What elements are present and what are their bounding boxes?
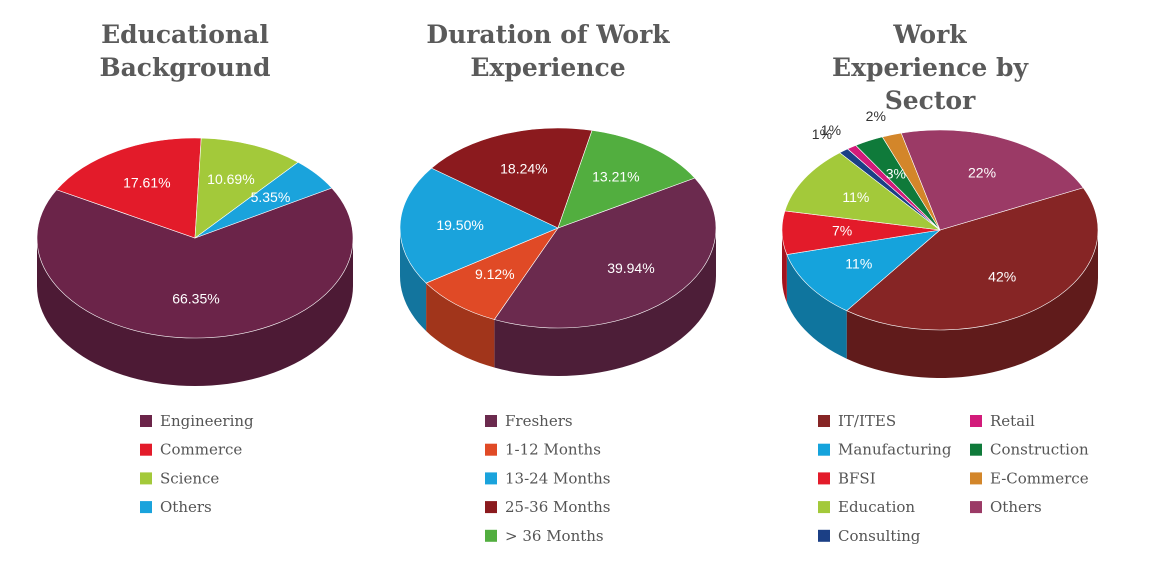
slice-side: [782, 230, 787, 303]
legend-swatch: [140, 443, 152, 456]
slice-side: [426, 283, 495, 368]
legend-label: Consulting: [838, 527, 921, 545]
legend-label: E-Commerce: [990, 469, 1089, 487]
chart-title: Educational Background: [99, 20, 271, 82]
slice: [786, 229, 941, 312]
slice-side: [494, 228, 716, 376]
slice-label: 18.24%: [500, 161, 547, 177]
legend-swatch: [970, 443, 982, 456]
slice-side: [37, 238, 353, 386]
slice: [784, 152, 942, 231]
slice-label: 19.50%: [436, 217, 483, 233]
legend-swatch: [485, 501, 497, 514]
legend-swatch: [818, 443, 830, 456]
slice-side: [786, 254, 847, 359]
legend-swatch: [818, 415, 830, 427]
legend-label: Others: [160, 498, 212, 516]
slice-label: 5.35%: [251, 189, 291, 205]
legend-label: Others: [990, 498, 1042, 516]
legend-swatch: [140, 415, 152, 427]
legend-swatch: [485, 472, 497, 485]
legend-swatch: [140, 472, 152, 485]
slice-label: 42%: [988, 269, 1016, 285]
legend-swatch: [818, 501, 830, 514]
slice-label: 9.12%: [475, 266, 515, 282]
slice-label: 39.94%: [607, 260, 654, 276]
legend-swatch: [970, 501, 982, 514]
slice: [399, 167, 559, 284]
legend-swatch: [970, 415, 982, 427]
legend-label: BFSI: [838, 469, 876, 487]
slice-label: 17.61%: [123, 175, 170, 191]
legend-label: Manufacturing: [838, 441, 952, 459]
slice-label: 11%: [845, 255, 872, 271]
slice-label: 22%: [968, 165, 996, 181]
legend-label: Science: [160, 469, 219, 487]
legend-swatch: [970, 472, 982, 485]
legend-swatch: [485, 415, 497, 427]
slice-label: 66.35%: [172, 291, 219, 307]
legend-label: Freshers: [505, 412, 573, 430]
slice-label: 1%: [812, 126, 832, 142]
legend-label: Retail: [990, 412, 1035, 430]
slice: [900, 129, 1084, 231]
slice-label: 10.69%: [207, 171, 254, 187]
slice-label: 2%: [866, 108, 886, 124]
legend-label: 13-24 Months: [505, 469, 610, 487]
slice-side: [846, 230, 1098, 378]
slice: [194, 137, 299, 239]
slice: [56, 137, 202, 239]
slice: [430, 127, 593, 229]
slice: [846, 187, 1099, 331]
legend-label: Commerce: [160, 441, 242, 459]
legend-label: IT/ITES: [838, 412, 896, 430]
legend-label: Engineering: [160, 412, 254, 430]
legend-label: 25-36 Months: [505, 498, 610, 516]
slice-label: 1%: [821, 122, 841, 138]
slice: [493, 177, 717, 329]
legend-swatch: [818, 472, 830, 485]
legend-swatch: [818, 529, 830, 542]
slice: [425, 227, 559, 320]
slice-side: [400, 228, 427, 332]
legend-label: > 36 Months: [505, 527, 604, 545]
legend-label: Construction: [990, 441, 1089, 459]
chart-title: Duration of Work Experience: [426, 20, 670, 82]
slice-label: 11%: [842, 189, 869, 205]
legend-label: 1-12 Months: [505, 441, 601, 459]
legend-swatch: [140, 501, 152, 514]
slice-label: 13.21%: [592, 169, 639, 185]
legend-swatch: [485, 443, 497, 456]
slice-label: 7%: [832, 222, 852, 238]
legend-label: Education: [838, 498, 915, 516]
legend-swatch: [485, 529, 497, 542]
slice: [36, 187, 354, 339]
slice: [194, 161, 333, 239]
chart-title: Work Experience by Sector: [832, 20, 1028, 115]
slice: [557, 130, 696, 229]
slice-label: 3%: [886, 165, 906, 181]
